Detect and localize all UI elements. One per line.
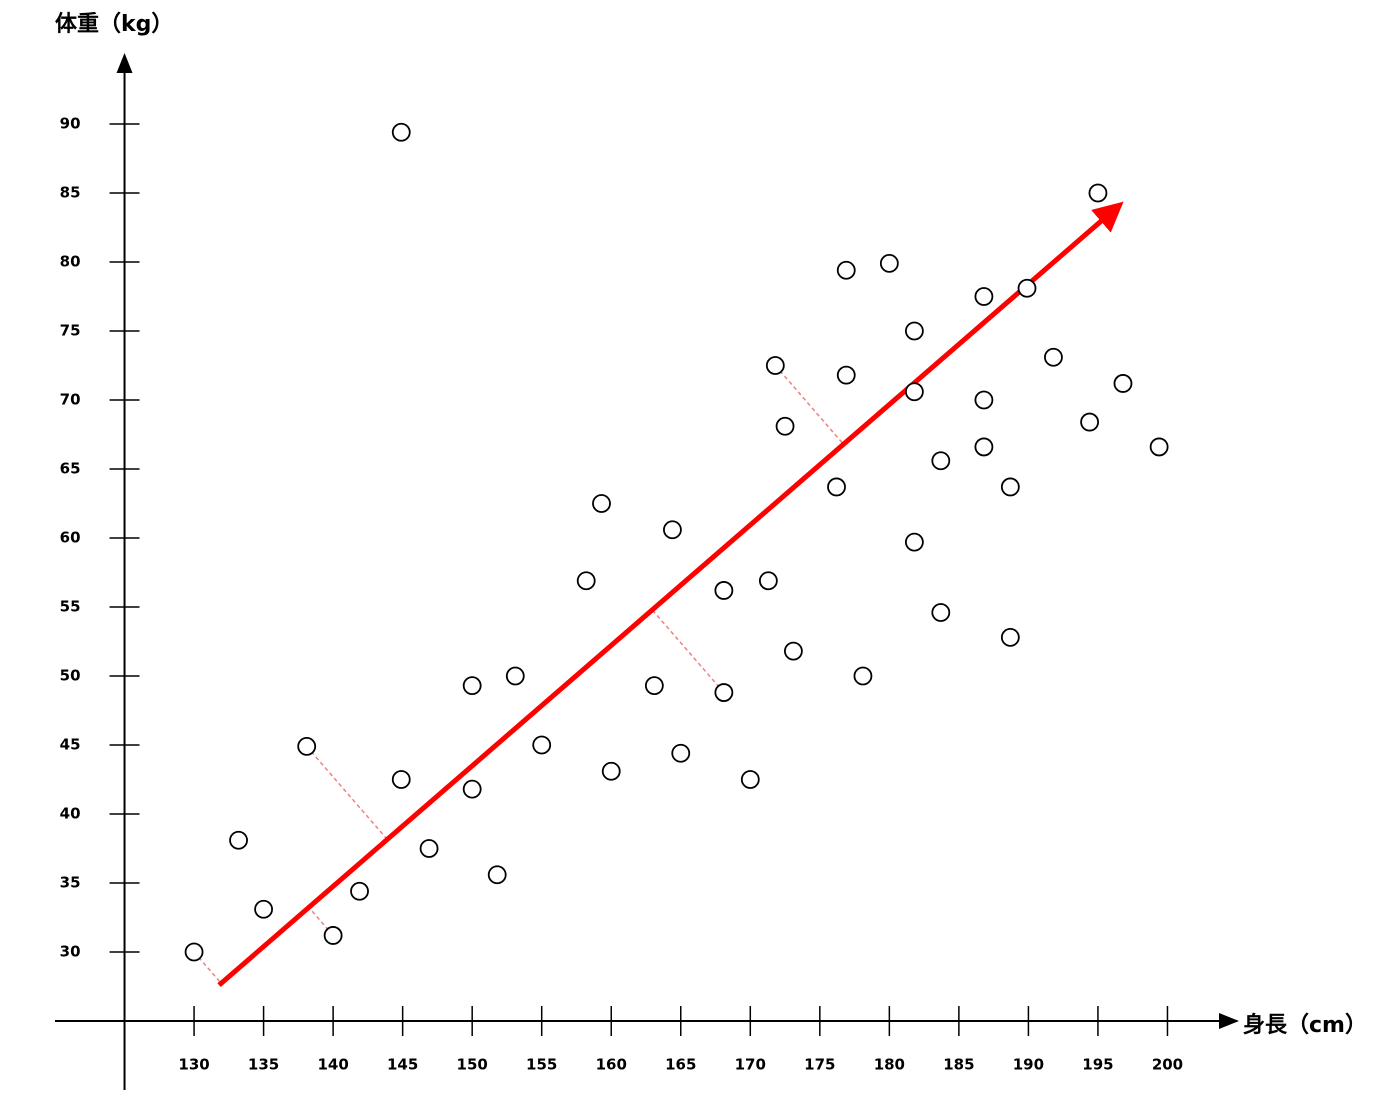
residual xyxy=(308,906,334,936)
trend-line xyxy=(217,201,1124,988)
data-point xyxy=(1044,347,1063,367)
data-point xyxy=(974,287,994,306)
x-tick-label: 145 xyxy=(387,1056,418,1074)
y-tick-label: 35 xyxy=(60,874,81,892)
data-point xyxy=(740,770,760,789)
data-point xyxy=(576,571,596,591)
data-point xyxy=(827,477,846,497)
data-point xyxy=(671,743,691,763)
y-tick-label: 45 xyxy=(60,736,81,754)
y-tick-label: 50 xyxy=(60,667,81,685)
x-tick-label: 165 xyxy=(665,1056,696,1074)
data-point xyxy=(184,942,204,962)
data-point xyxy=(1113,374,1133,393)
data-point xyxy=(350,881,369,901)
x-tick-label: 175 xyxy=(804,1056,835,1074)
data-point xyxy=(904,321,924,341)
data-point xyxy=(974,390,994,410)
data-point xyxy=(879,253,899,273)
x-axis-label: 身長（cm） xyxy=(1243,1012,1367,1038)
data-point xyxy=(601,761,621,781)
x-tick-label: 170 xyxy=(735,1056,766,1074)
x-tick-label: 185 xyxy=(943,1056,974,1074)
data-point xyxy=(714,683,734,702)
x-tick-label: 150 xyxy=(457,1056,488,1074)
y-tick-label: 70 xyxy=(60,391,81,409)
data-point xyxy=(758,571,778,591)
x-tick-label: 155 xyxy=(526,1056,557,1074)
data-point xyxy=(1149,437,1169,457)
data-point xyxy=(836,260,856,280)
x-tick-label: 160 xyxy=(596,1056,627,1074)
y-tick-label: 40 xyxy=(60,805,81,823)
x-tick-label: 200 xyxy=(1152,1056,1183,1074)
data-point xyxy=(391,770,411,789)
x-tick-label: 135 xyxy=(248,1056,279,1074)
x-tick-label: 195 xyxy=(1082,1056,1113,1074)
data-point xyxy=(644,676,664,696)
data-point xyxy=(487,865,507,885)
data-point xyxy=(419,839,439,858)
data-point xyxy=(931,603,951,622)
data-point xyxy=(391,122,411,142)
data-point xyxy=(784,641,803,661)
data-point xyxy=(836,365,856,385)
data-point xyxy=(663,520,682,540)
data-point xyxy=(1000,477,1020,497)
data-point xyxy=(1017,278,1037,298)
residual xyxy=(306,745,388,840)
data-point xyxy=(775,416,795,436)
x-tick-label: 130 xyxy=(178,1056,209,1074)
y-axis-label: 体重（kg） xyxy=(55,12,173,37)
y-tick-label: 75 xyxy=(60,322,81,340)
data-point xyxy=(1000,627,1020,647)
data-point xyxy=(904,382,924,402)
data-point xyxy=(323,926,343,945)
data-point xyxy=(532,735,552,755)
y-tick-label: 55 xyxy=(60,598,81,616)
data-point xyxy=(765,356,785,375)
data-point xyxy=(254,899,273,919)
y-tick-label: 65 xyxy=(60,460,81,478)
y-tick-label: 30 xyxy=(60,943,81,961)
data-point xyxy=(1088,183,1108,203)
data-point xyxy=(974,437,994,457)
data-point xyxy=(297,736,317,756)
x-tick-label: 190 xyxy=(1013,1056,1044,1074)
residual xyxy=(774,365,845,445)
data-point xyxy=(462,676,482,696)
data-point xyxy=(505,666,525,686)
residual xyxy=(651,609,725,694)
data-point xyxy=(462,779,482,799)
y-tick-label: 85 xyxy=(60,184,81,202)
data-point xyxy=(931,451,951,471)
data-point xyxy=(229,830,248,850)
data-point xyxy=(904,532,924,552)
y-tick-label: 80 xyxy=(60,253,81,271)
y-tick-label: 90 xyxy=(60,115,81,133)
x-tick-label: 140 xyxy=(317,1056,348,1074)
y-tick-label: 60 xyxy=(60,529,81,547)
data-point xyxy=(1080,412,1099,432)
x-tick-label: 180 xyxy=(874,1056,905,1074)
data-point xyxy=(592,494,611,513)
data-point xyxy=(853,666,873,686)
data-point xyxy=(714,581,734,600)
